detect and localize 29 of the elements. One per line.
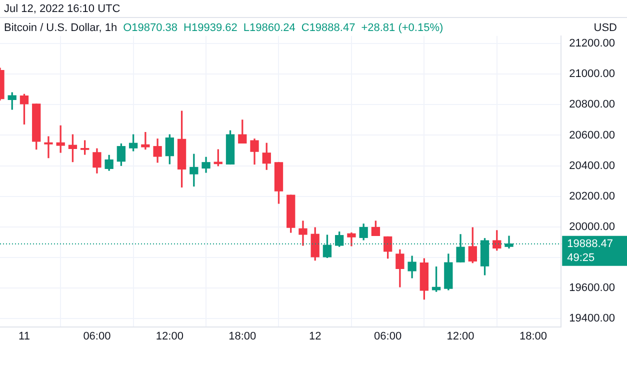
chart-title: Bitcoin / U.S. Dollar, 1h [4, 22, 118, 34]
text: 49:25 [567, 252, 595, 264]
x-tick-label: 11 [18, 330, 30, 342]
y-tick-label: 21000.00 [569, 68, 616, 80]
y-axis-title: USD [594, 22, 617, 34]
y-tick-label: 19400.00 [569, 312, 616, 324]
y-tick-label: 20000.00 [569, 220, 616, 233]
y-tick-label: 20800.00 [569, 98, 616, 111]
text: Jul 12, 2022 16:10 UTC [4, 3, 120, 15]
text: H19939.62 [184, 22, 238, 34]
candlestick [44, 136, 53, 158]
candlestick [141, 132, 150, 150]
y-tick-label: 19600.00 [569, 282, 616, 294]
x-tick-label: 06:00 [374, 330, 402, 342]
y-tick-label: 21200.00 [569, 38, 616, 50]
x-tick-label: 06:00 [83, 330, 111, 342]
text: +28.81 (+0.15%) [361, 22, 444, 34]
y-tick-label: 20600.00 [569, 129, 616, 142]
x-tick-label: 12:00 [156, 330, 184, 342]
x-tick-label: 12:00 [446, 330, 474, 342]
y-tick-label: 20200.00 [569, 190, 616, 202]
x-tick-label: 18:00 [228, 330, 256, 342]
y-tick-label: 20400.00 [569, 160, 616, 172]
text: L19860.24 [243, 22, 296, 34]
x-tick-label: 18:00 [519, 330, 548, 342]
x-tick-label: 12 [308, 330, 322, 342]
text: O19870.38 [123, 22, 178, 34]
text: C19888.47 [301, 22, 356, 34]
ref-line-label: 19888.47 [567, 238, 614, 250]
